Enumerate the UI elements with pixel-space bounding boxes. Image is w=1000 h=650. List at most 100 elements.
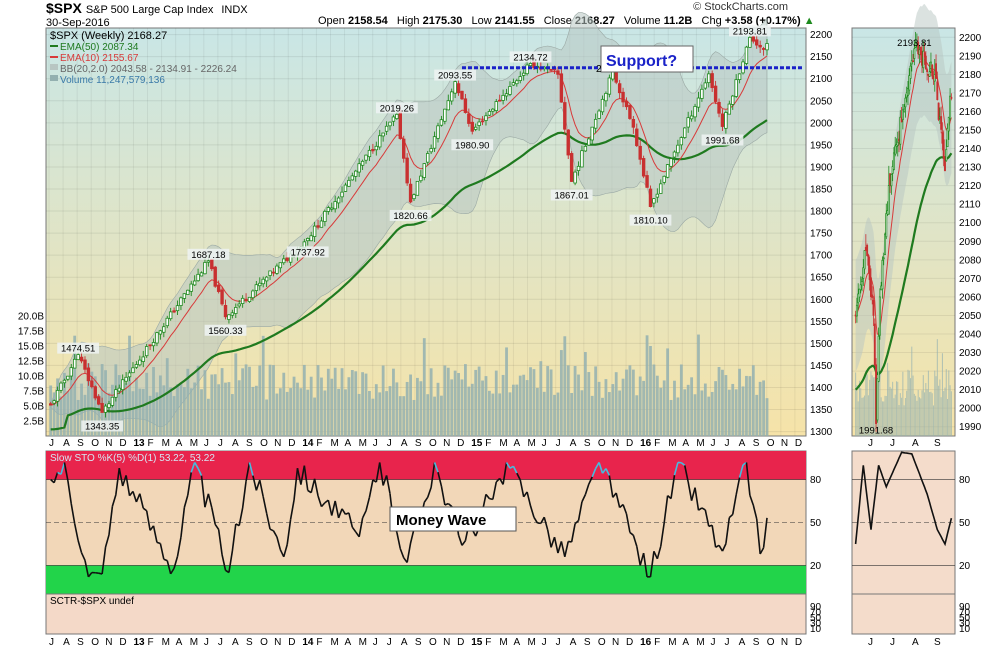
time-axis-tick: A — [176, 438, 183, 449]
volume-bar — [477, 366, 481, 436]
volume-bar — [436, 382, 440, 436]
candle-body — [422, 163, 426, 178]
sto-segment — [330, 500, 336, 516]
time-axis-tick: D — [626, 637, 633, 648]
sto-segment — [694, 487, 700, 511]
sto-segment — [406, 542, 412, 563]
sto-segment — [382, 475, 388, 486]
legend-ema10: EMA(10) 2155.67 — [60, 53, 139, 64]
volume-bar — [148, 395, 152, 436]
inset-candle-body — [908, 75, 911, 91]
inset-time-tick: S — [934, 637, 941, 648]
sto-segment — [526, 491, 532, 507]
sto-segment — [272, 530, 278, 538]
money-wave-label: Money Wave — [396, 512, 486, 529]
data-label-bg — [728, 25, 771, 37]
inset-volume-bar — [932, 405, 934, 436]
data-label-bg — [550, 189, 593, 201]
volume-bar — [601, 397, 604, 436]
sto-segment — [245, 462, 251, 482]
sctr-axis-tick: 50 — [810, 613, 822, 624]
price-axis-tick: 1700 — [810, 251, 833, 262]
legend-volume-swatch — [50, 75, 58, 81]
time-axis-tick: D — [119, 637, 126, 648]
sto-segment — [303, 465, 309, 491]
inset-volume-bar — [901, 397, 903, 436]
candle-body — [587, 138, 591, 146]
time-axis-tick: A — [63, 438, 70, 449]
time-axis-tick: M — [499, 637, 507, 648]
volume-bar — [87, 363, 90, 436]
inset-price-tick: 2090 — [959, 237, 982, 248]
inset-price-tick: 2060 — [959, 292, 982, 303]
volume-axis-tick: 2.5B — [23, 417, 44, 428]
volume-bar — [364, 373, 368, 436]
candle-body — [306, 238, 310, 242]
volume-bar — [546, 366, 550, 436]
time-axis-tick: F — [485, 438, 491, 449]
candle-body — [206, 260, 211, 263]
sto-segment — [118, 468, 124, 487]
time-axis-tick: J — [204, 438, 209, 449]
candle-body — [282, 258, 286, 264]
inset-data-label: 1991.68 — [859, 426, 893, 437]
volume-bar — [49, 385, 53, 436]
volume-bar — [525, 380, 529, 436]
inset-volume-bar — [947, 398, 949, 436]
inset-candle-body — [867, 254, 870, 266]
candle-body — [446, 100, 450, 111]
candle-body — [316, 225, 320, 228]
price-data-label: 2134.72 — [513, 52, 547, 63]
candle-body — [49, 403, 53, 406]
sto-segment — [320, 502, 326, 508]
volume-bar — [587, 372, 591, 436]
sto-segment — [584, 483, 590, 495]
volume-bar — [511, 384, 515, 436]
volume-bar — [717, 366, 721, 436]
sto-segment — [512, 465, 518, 474]
candle-body — [727, 103, 732, 115]
price-axis-tick: 1800 — [810, 207, 833, 218]
candle-body — [309, 235, 313, 242]
time-axis-tick: O — [598, 438, 606, 449]
inset-ema50-line — [854, 152, 953, 391]
volume-bar — [673, 380, 676, 436]
volume-bar — [73, 335, 77, 436]
time-axis-tick: J — [373, 637, 378, 648]
time-axis-tick: N — [443, 637, 450, 648]
price-data-label: 2019.26 — [380, 103, 414, 114]
candle-body — [151, 342, 156, 347]
time-axis-tick: N — [274, 438, 281, 449]
inset-price-tick: 2110 — [959, 200, 981, 211]
time-axis-tick: D — [119, 438, 126, 449]
inset-volume-bar — [885, 395, 887, 436]
volume-bar — [371, 398, 375, 436]
volume-bar — [611, 384, 615, 436]
volume-bar — [690, 377, 694, 436]
volume-bar — [316, 365, 320, 436]
inset-volume-bar — [887, 362, 889, 436]
candle-body — [693, 106, 697, 118]
inset-volume-bar — [855, 372, 857, 436]
volume-label: Volume — [623, 15, 661, 27]
price-data-label: 1810.10 — [633, 216, 667, 227]
volume-bar — [573, 365, 577, 436]
volume-bar — [347, 377, 351, 436]
volume-bar — [213, 374, 217, 436]
brand-logo: © StockCharts.com — [693, 1, 788, 13]
open-value: 2158.54 — [347, 15, 388, 27]
inset-candle-body — [891, 166, 894, 174]
inset-candle-body — [899, 116, 902, 145]
sto-segment — [214, 523, 220, 530]
time-axis-tick: S — [584, 637, 591, 648]
inset-sto-tick: 50 — [959, 518, 971, 529]
price-data-label: 1867.01 — [554, 190, 588, 201]
sto-segment — [358, 517, 364, 537]
volume-bar — [470, 383, 474, 436]
sto-segment — [564, 541, 570, 557]
candle-body — [192, 280, 197, 286]
volume-bar — [172, 396, 176, 436]
time-axis-tick: S — [753, 438, 760, 449]
candle-body — [439, 119, 444, 126]
sto-segment — [313, 478, 319, 497]
